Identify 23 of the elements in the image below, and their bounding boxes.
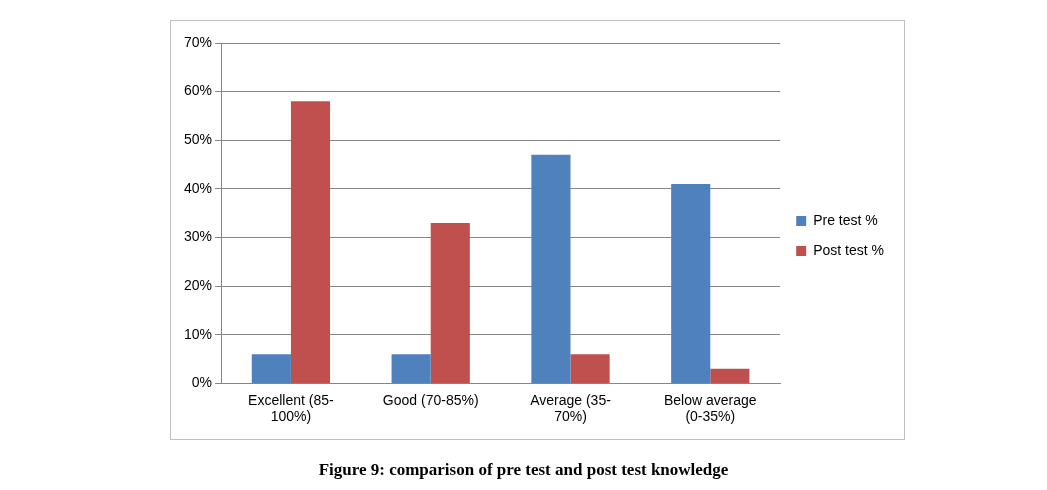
y-tick-label: 0% bbox=[191, 374, 213, 391]
bar bbox=[251, 354, 291, 383]
x-tick-label: Below average (0-35%) bbox=[663, 391, 757, 425]
bar bbox=[391, 354, 431, 383]
y-tick-label: 70% bbox=[183, 33, 213, 50]
bar bbox=[671, 184, 711, 383]
y-tick-label: 50% bbox=[183, 131, 213, 148]
y-tick-label: 30% bbox=[183, 228, 213, 245]
x-tick-label: Good (70-85%) bbox=[382, 391, 479, 408]
bar bbox=[710, 368, 750, 383]
y-tick-label: 10% bbox=[183, 325, 213, 342]
y-tick-label: 20% bbox=[183, 277, 213, 293]
bar bbox=[570, 354, 610, 383]
legend-label: Pre test % bbox=[813, 211, 878, 228]
x-tick-label: Average (35-70%) bbox=[530, 391, 612, 425]
y-tick-label: 40% bbox=[183, 179, 213, 196]
bar bbox=[531, 154, 571, 383]
bar bbox=[430, 222, 470, 383]
y-tick-label: 60% bbox=[183, 82, 213, 99]
legend-label: Post test % bbox=[813, 241, 885, 258]
caption: Figure 9: comparison of pre test and post test knowledge bbox=[317, 460, 730, 480]
bar bbox=[290, 101, 331, 383]
x-tick-label: Excellent (85-100%) bbox=[248, 391, 335, 425]
